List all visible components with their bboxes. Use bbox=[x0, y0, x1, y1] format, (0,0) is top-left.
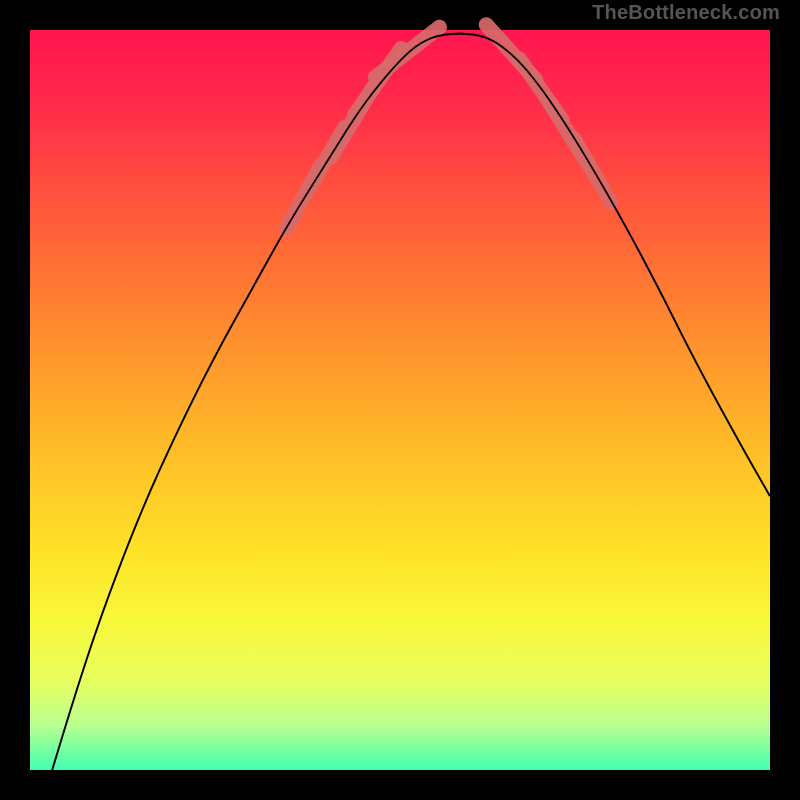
bottleneck-curve-chart bbox=[0, 0, 800, 800]
plot-background bbox=[30, 30, 770, 770]
attribution-text: TheBottleneck.com bbox=[592, 2, 780, 25]
